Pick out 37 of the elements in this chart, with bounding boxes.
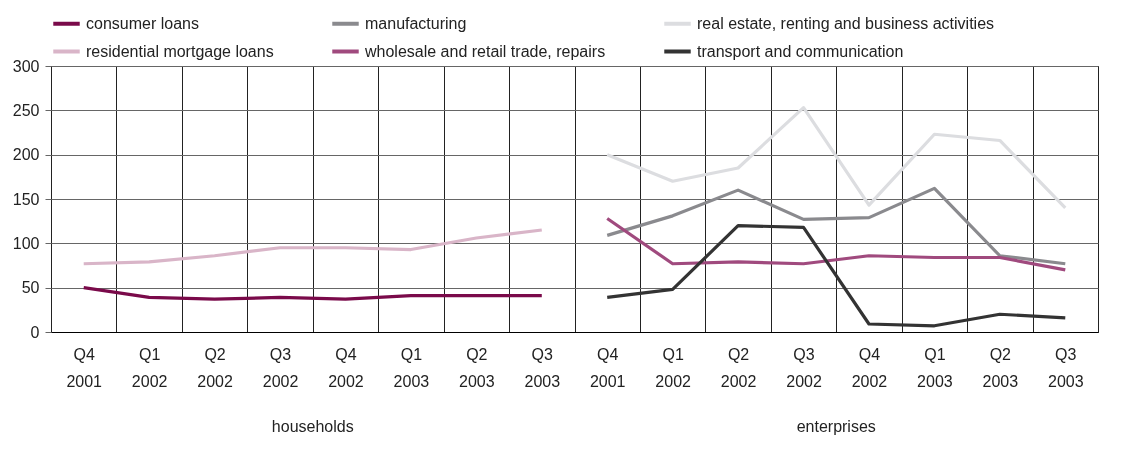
- x-tick-label: Q4 2002: [328, 345, 364, 390]
- legend-label: manufacturing: [365, 14, 467, 32]
- y-tick-label: 100: [12, 234, 40, 252]
- y-tick-label: 150: [12, 190, 40, 208]
- legend-label: transport and communication: [697, 42, 904, 60]
- x-tick-label: Q2 2003: [459, 345, 495, 390]
- line-series: [605, 224, 1067, 328]
- text: enterprises: [796, 418, 876, 435]
- x-tick-label: Q1 2003: [393, 345, 430, 390]
- legend-label: consumer loans: [86, 14, 199, 32]
- x-tick-label: Q4 2002: [851, 345, 888, 390]
- x-tick-label: Q2 2002: [720, 345, 757, 390]
- y-tick-label: 0: [30, 323, 40, 341]
- x-tick-label: Q3 2002: [262, 345, 299, 390]
- line-series: [82, 286, 544, 301]
- legend-label: residential mortgage loans: [86, 42, 274, 60]
- y-tick-label: 300: [12, 57, 40, 75]
- x-tick-label: Q1 2003: [917, 345, 953, 390]
- x-tick-label: Q2 2002: [197, 345, 233, 390]
- y-tick-label: 50: [21, 279, 40, 297]
- x-tick-label: Q2 2003: [982, 345, 1019, 390]
- line-series: [605, 186, 1067, 266]
- legend-label: wholesale and retail trade, repairs: [364, 42, 606, 60]
- x-tick-label: Q3 2002: [786, 345, 822, 390]
- legend-label: real estate, renting and business activities: [697, 14, 995, 32]
- x-tick-label: Q3 2003: [524, 345, 561, 390]
- y-tick-label: 200: [12, 146, 40, 164]
- x-tick-label: Q1 2002: [131, 345, 168, 390]
- line-series: [82, 228, 544, 266]
- line-series: [605, 216, 1067, 272]
- x-tick-label: Q4 2001: [66, 345, 103, 390]
- x-tick-label: Q1 2002: [655, 345, 692, 390]
- text: households: [271, 418, 354, 435]
- x-tick-label: Q4 2001: [589, 345, 626, 390]
- y-tick-label: 250: [12, 101, 40, 119]
- line-series: [605, 106, 1067, 210]
- x-tick-label: Q3 2003: [1047, 345, 1084, 390]
